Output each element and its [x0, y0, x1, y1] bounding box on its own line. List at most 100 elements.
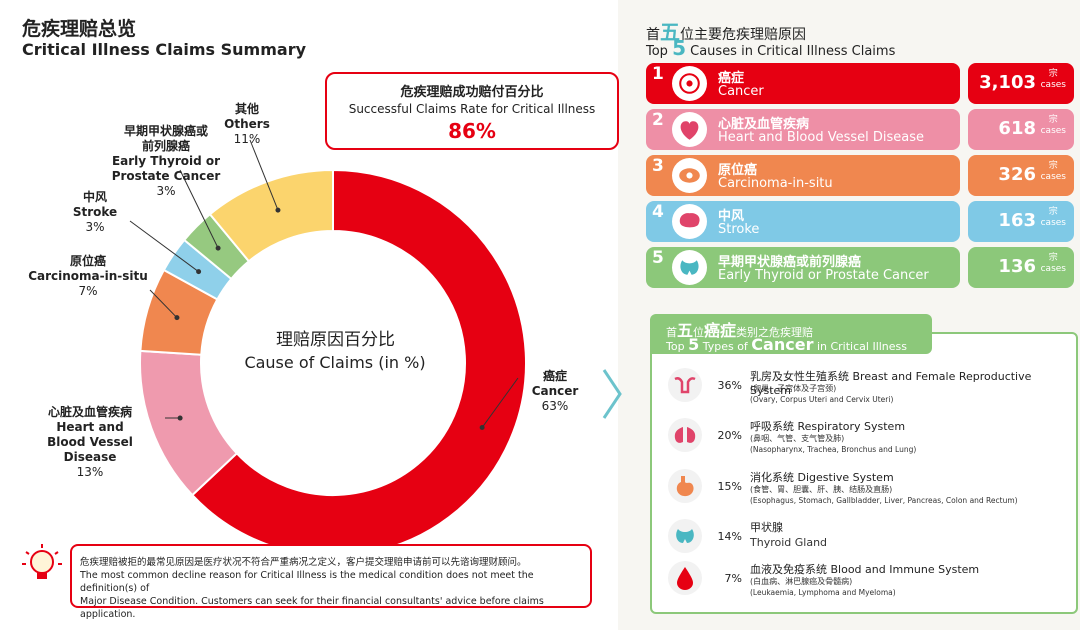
success-rate-box: 危疾理赔成功赔付百分比 Successful Claims Rate for C…	[325, 72, 619, 150]
lightbulb-icon	[22, 544, 62, 579]
donut-slices	[139, 168, 527, 557]
cancer-type-sub-zh: (卵巢、子宫体及子宫颈)	[750, 384, 837, 393]
cell-icon	[672, 158, 707, 193]
leader-dot	[215, 245, 221, 251]
brain-icon	[672, 204, 707, 239]
cancer-type-sub-en: (Leukaemia, Lymphoma and Myeloma)	[750, 588, 896, 597]
donut-slice-cancer	[190, 168, 527, 557]
cause-count: 136	[998, 256, 1036, 277]
cancer-type-name: 消化系统 Digestive System	[750, 471, 894, 484]
cause-rank: 1	[652, 64, 664, 84]
cancer-type-sub-zh: (鼻咽、气管、支气管及肺)	[750, 434, 845, 443]
cause-count: 618	[998, 118, 1036, 139]
cause-count-box: 136 宗 cases	[968, 247, 1074, 288]
cancer-type-sub-zh: Thyroid Gland	[750, 536, 828, 549]
pie-label-early-thyroid: 早期甲状腺癌或 前列腺癌 Early Thyroid or Prostate Canc…	[111, 124, 221, 198]
success-rate-label-en: Successful Claims Rate for Critical Illn…	[348, 102, 596, 116]
leader-dot	[479, 425, 485, 431]
cause-name-en: Carcinoma-in-situ	[718, 176, 833, 191]
cause-row: 5 早期甲状腺癌或前列腺癌 Early Thyroid or Prostate Ca…	[646, 247, 960, 288]
donut-center-title-zh: 理赔原因百分比	[276, 330, 395, 350]
cancer-type-pct: 15%	[717, 480, 742, 493]
note-en-line1: The most common decline reason for Criti…	[80, 570, 534, 594]
cause-name-en: Cancer	[718, 84, 764, 99]
cancer-types-heading: 首五位癌症类别之危疾理赔 Top 5 Types of Cancer in Cr…	[650, 314, 932, 367]
uterus-icon	[668, 368, 702, 402]
leader-lines	[129, 139, 519, 431]
cancer-type-sub-zh: (白血病、淋巴腺癌及骨髓病)	[750, 577, 853, 586]
cause-name-zh: 心脏及血管疾病	[718, 117, 810, 132]
leader-line	[249, 139, 279, 211]
note-zh: 危疾理赔被拒的最常见原因是医疗状况不符合严重病况之定义，客户提交理赔申请前可以先…	[80, 557, 527, 568]
pie-label-heart: 心脏及血管疾病 Heart and Blood Vessel Disease 13%	[47, 405, 133, 479]
pie-label-carcinoma-in-situ: 原位癌 Carcinoma-in-situ 7%	[28, 254, 148, 298]
cause-name-en: Early Thyroid or Prostate Cancer	[718, 268, 929, 283]
success-rate-value: 86%	[448, 119, 496, 143]
cause-count-unit: 宗 cases	[1040, 69, 1066, 90]
donut-slice-others	[208, 168, 334, 263]
cancer-type-sub-zh: (食管、胃、胆囊、肝、胰、结肠及直肠)	[750, 485, 893, 494]
heart-icon	[672, 112, 707, 147]
cause-row: 3 原位癌 Carcinoma-in-situ	[646, 155, 960, 196]
cause-count-box: 3,103 宗 cases	[968, 63, 1074, 104]
pie-label-others: 其他 Others 11%	[224, 102, 270, 146]
cancer-type-sub-en: (Ovary, Corpus Uteri and Cervix Uteri)	[750, 395, 894, 404]
leader-line	[149, 289, 178, 319]
cancer-type-name: 甲状腺	[750, 521, 783, 534]
page-title-zh: 危疾理赔总览	[22, 18, 137, 40]
cause-count-unit: 宗 cases	[1040, 207, 1066, 228]
pie-label-cancer: 癌症 Cancer 63%	[531, 369, 579, 413]
cause-rank: 5	[652, 248, 664, 268]
cancer-types-panel	[650, 332, 1078, 614]
cancer-cell-icon	[672, 66, 707, 101]
cancer-type-pct: 14%	[717, 530, 742, 543]
chevron-right-icon	[602, 369, 622, 419]
lungs-icon	[668, 418, 702, 452]
page-title-en: Critical Illness Claims Summary	[22, 40, 307, 59]
cause-count: 3,103	[979, 72, 1036, 93]
cancer-types-heading-zh: 首五位癌症类别之危疾理赔	[666, 321, 814, 340]
cause-rank: 3	[652, 156, 664, 176]
cause-count-box: 163 宗 cases	[968, 201, 1074, 242]
cancer-type-row: 20% 呼吸系统 Respiratory System (鼻咽、气管、支气管及肺) (…	[668, 418, 1068, 464]
cancer-type-row: 15% 消化系统 Digestive System (食管、胃、胆囊、肝、胰、结肠及…	[668, 469, 1068, 515]
claims-donut-chart	[129, 139, 527, 557]
leader-dot	[275, 207, 281, 213]
cancer-type-name: 乳房及女性生殖系统 Breast and Female Reproductive…	[750, 370, 1032, 397]
cancer-type-name: 呼吸系统 Respiratory System	[750, 420, 906, 433]
cancer-type-pct: 20%	[717, 429, 742, 442]
cause-name-zh: 中风	[718, 209, 745, 224]
leader-dot	[177, 415, 183, 421]
donut-hole	[202, 232, 464, 494]
donut-center-title-en: Cause of Claims (in %)	[244, 353, 426, 372]
cause-name-zh: 原位癌	[718, 163, 758, 178]
stomach-icon	[668, 469, 702, 503]
cause-count-unit: 宗 cases	[1040, 115, 1066, 136]
cause-name-en: Heart and Blood Vessel Disease	[718, 130, 925, 145]
decline-reason-note: 危疾理赔被拒的最常见原因是医疗状况不符合严重病况之定义，客户提交理赔申请前可以先…	[70, 544, 592, 620]
blood-drop-icon	[668, 561, 702, 595]
leader-dot	[196, 269, 202, 275]
leader-line	[179, 169, 219, 249]
thyroid-icon	[672, 250, 707, 285]
cause-count: 326	[998, 164, 1036, 185]
cause-rank: 2	[652, 110, 664, 130]
cancer-type-pct: 36%	[717, 379, 742, 392]
cause-count-unit: 宗 cases	[1040, 161, 1066, 182]
cause-rank: 4	[652, 202, 664, 222]
cancer-type-name: 血液及免疫系统 Blood and Immune System	[750, 563, 980, 576]
cancer-types-heading-en: Top 5 Types of Cancer in Critical Illnes…	[666, 335, 908, 367]
cancer-type-sub-en: (Esophagus, Stomach, Gallbladder, Liver,…	[750, 496, 1018, 505]
cause-count-box: 618 宗 cases	[968, 109, 1074, 150]
cancer-type-pct: 7%	[724, 572, 742, 585]
cause-name-zh: 早期甲状腺癌或前列腺癌	[718, 255, 862, 270]
cause-count-box: 326 宗 cases	[968, 155, 1074, 196]
top5-heading-en: Top 5 Causes in Critical Illness Claims	[646, 36, 896, 60]
cancer-type-row: 7% 血液及免疫系统 Blood and Immune System (白血病、淋巴…	[668, 561, 1068, 607]
cause-count: 163	[998, 210, 1036, 231]
cancer-type-sub-en: (Nasopharynx, Trachea, Bronchus and Lung…	[750, 445, 917, 454]
top5-heading-zh: 首五位主要危疾理赔原因	[646, 20, 806, 44]
cancer-type-row: 36% 乳房及女性生殖系统 Breast and Female Reproduct…	[668, 368, 1068, 414]
cause-name-zh: 癌症	[718, 71, 745, 86]
leader-dot	[174, 315, 180, 321]
